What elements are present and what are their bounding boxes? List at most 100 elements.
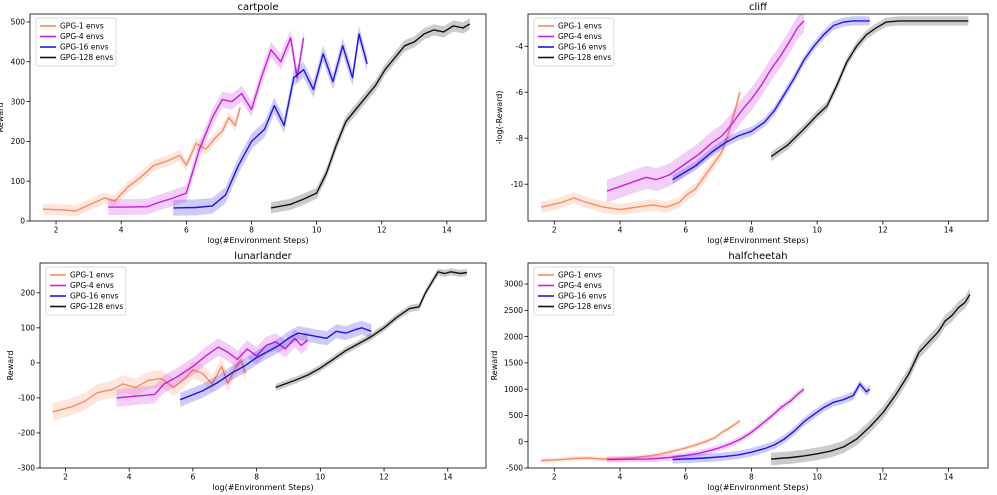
x-tick-label: 10 xyxy=(812,473,822,482)
x-tick-label: 6 xyxy=(184,226,189,235)
series-band-3 xyxy=(771,288,970,466)
legend-label: GPG-128 envs xyxy=(558,53,611,62)
x-tick-label: 8 xyxy=(254,473,259,482)
series-group xyxy=(42,18,471,217)
series-band-2 xyxy=(173,25,368,216)
legend-box xyxy=(533,266,615,316)
legend-label: GPG-16 envs xyxy=(70,292,119,301)
x-axis-label: log(#Environment Steps) xyxy=(707,483,808,492)
series-band-1 xyxy=(606,386,804,463)
legend-box xyxy=(35,17,117,67)
series-line-3 xyxy=(770,20,969,158)
y-tick-label: 3000 xyxy=(504,280,523,289)
y-tick-label: 400 xyxy=(11,57,26,66)
series-line-0 xyxy=(540,92,741,211)
y-tick-label: -8 xyxy=(516,134,524,143)
legend-label: GPG-128 envs xyxy=(60,53,113,62)
chart-title: lunarlander xyxy=(234,251,292,262)
y-tick-label: 100 xyxy=(21,324,36,333)
legend-label: GPG-128 envs xyxy=(558,302,611,311)
y-tick-label: -4 xyxy=(516,42,524,51)
chart-title: halfcheetah xyxy=(728,251,787,262)
series-line-0 xyxy=(541,420,741,462)
y-axis-label: Reward xyxy=(6,351,15,381)
plot-frame xyxy=(527,13,989,222)
series-line-2 xyxy=(672,383,871,461)
y-axis-label: Reward xyxy=(0,103,5,133)
y-tick-label: 2000 xyxy=(504,332,523,341)
legend-label: GPG-1 envs xyxy=(558,271,602,280)
y-tick-label: 0 xyxy=(20,217,25,226)
legend-label: GPG-1 envs xyxy=(558,22,602,31)
y-tick-label: 500 xyxy=(11,18,26,27)
legend-box xyxy=(45,266,127,316)
y-tick-label: 1500 xyxy=(504,359,523,368)
legend-label: GPG-128 envs xyxy=(70,302,123,311)
chart-cartpole: cartpole 2 4 6 8 10 12 14 0 100 200 300 400 500 log(#E… xyxy=(0,2,487,245)
x-axis-label: log(#Environment Steps) xyxy=(207,236,308,245)
x-axis-label: log(#Environment Steps) xyxy=(707,236,808,245)
series-line-1 xyxy=(108,37,305,208)
series-line-2 xyxy=(672,20,870,181)
x-tick-label: 12 xyxy=(878,226,888,235)
legend-label: GPG-1 envs xyxy=(70,271,114,280)
series-band-1 xyxy=(108,29,304,216)
x-axis-label: log(#Environment Steps) xyxy=(212,483,313,492)
y-tick-label: -300 xyxy=(18,464,35,473)
x-tick-label: 14 xyxy=(442,226,452,235)
plot-frame xyxy=(527,262,989,469)
x-tick-label: 10 xyxy=(812,226,822,235)
legend-label: GPG-4 envs xyxy=(60,32,104,41)
x-tick-label: 2 xyxy=(54,226,59,235)
x-tick-label: 12 xyxy=(377,226,387,235)
y-tick-label: -10 xyxy=(511,180,523,189)
series-line-3 xyxy=(275,271,468,389)
x-tick-label: 6 xyxy=(191,473,196,482)
legend-label: GPG-4 envs xyxy=(558,281,602,290)
series-band-0 xyxy=(43,102,241,217)
legend-label: GPG-4 envs xyxy=(558,32,602,41)
x-tick-label: 2 xyxy=(552,226,557,235)
y-tick-label: -500 xyxy=(506,464,523,473)
series-group xyxy=(541,288,971,466)
chart-halfcheetah: halfcheetah 2 4 6 8 10 12 14 -500 0 500 1000 1500 200… xyxy=(490,251,989,492)
y-tick-label: -6 xyxy=(516,88,524,97)
series-line-1 xyxy=(606,20,805,192)
x-tick-label: 8 xyxy=(749,473,754,482)
x-tick-label: 10 xyxy=(316,473,326,482)
y-axis-label: -log(-Reward) xyxy=(495,90,504,144)
x-tick-label: 2 xyxy=(63,473,68,482)
y-tick-label: 500 xyxy=(509,411,524,420)
x-tick-label: 4 xyxy=(127,473,132,482)
series-line-0 xyxy=(42,107,241,212)
y-tick-label: -100 xyxy=(18,394,35,403)
legend-label: GPG-16 envs xyxy=(558,292,607,301)
y-tick-label: 2500 xyxy=(504,306,523,315)
legend-label: GPG-16 envs xyxy=(558,43,607,52)
y-tick-label: 300 xyxy=(11,97,26,106)
plot-frame xyxy=(29,13,487,222)
x-tick-label: 12 xyxy=(878,473,888,482)
x-tick-label: 14 xyxy=(944,473,954,482)
y-tick-label: 200 xyxy=(11,137,26,146)
x-tick-label: 10 xyxy=(312,226,322,235)
y-axis-label: Reward xyxy=(490,351,499,381)
y-tick-label: 0 xyxy=(30,359,35,368)
series-line-3 xyxy=(270,23,471,209)
x-tick-label: 8 xyxy=(749,226,754,235)
series-line-1 xyxy=(116,337,309,399)
y-tick-label: 200 xyxy=(21,288,36,297)
series-group xyxy=(52,268,468,421)
x-tick-label: 14 xyxy=(944,226,954,235)
y-tick-label: -200 xyxy=(18,429,35,438)
y-tick-label: 0 xyxy=(518,437,523,446)
x-tick-label: 4 xyxy=(618,226,623,235)
x-tick-label: 6 xyxy=(683,473,688,482)
y-tick-label: 100 xyxy=(11,177,26,186)
chart-lunarlander: lunarlander 2 4 6 8 10 12 14 -300 -200 -100 0 100 200… xyxy=(6,251,487,492)
series-band-0 xyxy=(52,350,246,421)
